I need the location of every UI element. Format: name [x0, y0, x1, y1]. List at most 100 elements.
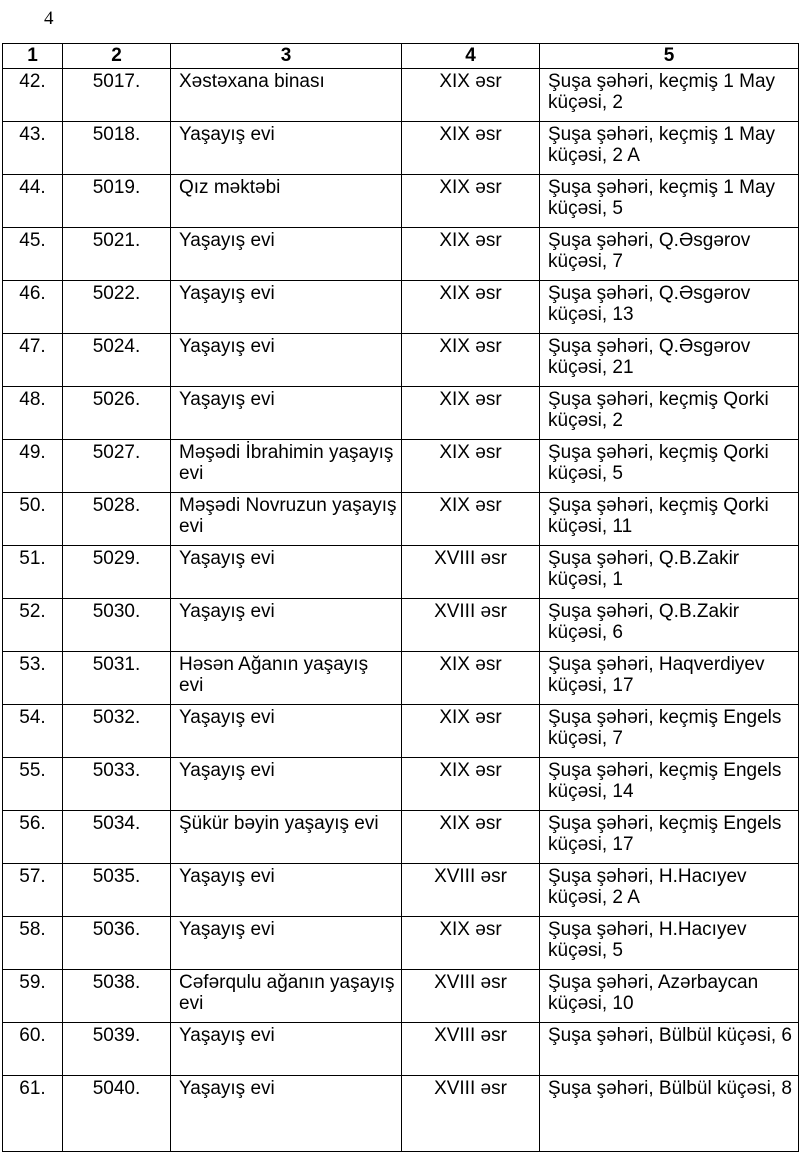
- address-cell: Şuşa şəhəri, Bülbül küçəsi, 6: [539, 1022, 799, 1076]
- registry-code-cell: 5034.: [62, 810, 171, 864]
- registry-code-cell: 5022.: [62, 280, 171, 334]
- row-number-cell: 59.: [2, 969, 63, 1023]
- row-number-cell: 43.: [2, 121, 63, 175]
- table-row: 48. 5026. Yaşayış evi XIX əsr Şuşa şəhəri, k…: [2, 386, 799, 440]
- row-number-cell: 48.: [2, 386, 63, 440]
- registry-code-cell: 5036.: [62, 916, 171, 970]
- table-row: 43. 5018. Yaşayış evi XIX əsr Şuşa şəhəri, k…: [2, 121, 799, 175]
- column-header: 1: [2, 43, 63, 69]
- registry-code-cell: 5017.: [62, 68, 171, 122]
- monument-name-cell: Məşədi Novruzun yaşayış evi: [170, 492, 402, 546]
- table-row: 60. 5039. Yaşayış evi XVIII əsr Şuşa şəhəri,…: [2, 1022, 799, 1076]
- table-row: 50. 5028. Məşədi Novruzun yaşayış evi XIX ə…: [2, 492, 799, 546]
- monument-name-cell: Yaşayış evi: [170, 704, 402, 758]
- monument-name-cell: Yaşayış evi: [170, 1075, 402, 1152]
- page-number: 4: [44, 8, 54, 29]
- registry-code-cell: 5032.: [62, 704, 171, 758]
- address-cell: Şuşa şəhəri, keçmiş 1 May küçəsi, 2 A: [539, 121, 799, 175]
- address-cell: Şuşa şəhəri, Q.Əsgərov küçəsi, 7: [539, 227, 799, 281]
- monument-name-cell: Şükür bəyin yaşayış evi: [170, 810, 402, 864]
- row-number-cell: 54.: [2, 704, 63, 758]
- row-number-cell: 61.: [2, 1075, 63, 1152]
- table-row: 45. 5021. Yaşayış evi XIX əsr Şuşa şəhəri, Q…: [2, 227, 799, 281]
- monument-name-cell: Yaşayış evi: [170, 916, 402, 970]
- monument-name-cell: Cəfərqulu ağanın yaşayış evi: [170, 969, 402, 1023]
- table-row: 46. 5022. Yaşayış evi XIX əsr Şuşa şəhəri, Q…: [2, 280, 799, 334]
- row-number-cell: 56.: [2, 810, 63, 864]
- table-row: 42. 5017. Xəstəxana binası XIX əsr Şuşa şəhə…: [2, 68, 799, 122]
- table-row: 53. 5031. Həsən Ağanın yaşayış evi XIX əsr Ş…: [2, 651, 799, 705]
- period-cell: XIX əsr: [401, 280, 540, 334]
- registry-code-cell: 5038.: [62, 969, 171, 1023]
- address-cell: Şuşa şəhəri, H.Hacıyev küçəsi, 5: [539, 916, 799, 970]
- period-cell: XIX əsr: [401, 386, 540, 440]
- address-cell: Şuşa şəhəri, Q.B.Zakir küçəsi, 6: [539, 598, 799, 652]
- row-number-cell: 55.: [2, 757, 63, 811]
- address-cell: Şuşa şəhəri, keçmiş 1 May küçəsi, 5: [539, 174, 799, 228]
- row-number-cell: 44.: [2, 174, 63, 228]
- table-row: 54. 5032. Yaşayış evi XIX əsr Şuşa şəhəri, k…: [2, 704, 799, 758]
- address-cell: Şuşa şəhəri, Q.Əsgərov küçəsi, 21: [539, 333, 799, 387]
- row-number-cell: 49.: [2, 439, 63, 493]
- monument-name-cell: Yaşayış evi: [170, 227, 402, 281]
- table-row: 61. 5040. Yaşayış evi XVIII əsr Şuşa şəhəri,…: [2, 1075, 799, 1152]
- table-row: 47. 5024. Yaşayış evi XIX əsr Şuşa şəhəri, Q…: [2, 333, 799, 387]
- address-cell: Şuşa şəhəri, keçmiş Engels küçəsi, 7: [539, 704, 799, 758]
- period-cell: XVIII əsr: [401, 545, 540, 599]
- registry-code-cell: 5026.: [62, 386, 171, 440]
- address-cell: Şuşa şəhəri, Bülbül küçəsi, 8: [539, 1075, 799, 1152]
- registry-code-cell: 5027.: [62, 439, 171, 493]
- monument-name-cell: Yaşayış evi: [170, 280, 402, 334]
- monument-name-cell: Məşədi İbrahimin yaşayış evi: [170, 439, 402, 493]
- registry-code-cell: 5021.: [62, 227, 171, 281]
- column-header: 3: [170, 43, 402, 69]
- period-cell: XIX əsr: [401, 492, 540, 546]
- monument-name-cell: Yaşayış evi: [170, 386, 402, 440]
- monuments-table: 1 2 3 4 5 42. 5017. Xəstəxana binası XIX əs…: [2, 43, 799, 1152]
- row-number-cell: 53.: [2, 651, 63, 705]
- row-number-cell: 50.: [2, 492, 63, 546]
- address-cell: Şuşa şəhəri, keçmiş Qorki küçəsi, 11: [539, 492, 799, 546]
- table-row: 59. 5038. Cəfərqulu ağanın yaşayış evi XVII…: [2, 969, 799, 1023]
- registry-code-cell: 5035.: [62, 863, 171, 917]
- period-cell: XIX əsr: [401, 227, 540, 281]
- period-cell: XIX əsr: [401, 174, 540, 228]
- registry-code-cell: 5033.: [62, 757, 171, 811]
- registry-code-cell: 5040.: [62, 1075, 171, 1152]
- address-cell: Şuşa şəhəri, Haqverdiyev küçəsi, 17: [539, 651, 799, 705]
- row-number-cell: 52.: [2, 598, 63, 652]
- monument-name-cell: Yaşayış evi: [170, 757, 402, 811]
- registry-code-cell: 5019.: [62, 174, 171, 228]
- registry-code-cell: 5024.: [62, 333, 171, 387]
- table-row: 56. 5034. Şükür bəyin yaşayış evi XIX əsr Şu…: [2, 810, 799, 864]
- address-cell: Şuşa şəhəri, keçmiş Qorki küçəsi, 2: [539, 386, 799, 440]
- period-cell: XVIII əsr: [401, 598, 540, 652]
- monument-name-cell: Yaşayış evi: [170, 545, 402, 599]
- row-number-cell: 46.: [2, 280, 63, 334]
- registry-code-cell: 5031.: [62, 651, 171, 705]
- table-row: 44. 5019. Qız məktəbi XIX əsr Şuşa şəhəri, k…: [2, 174, 799, 228]
- table-row: 52. 5030. Yaşayış evi XVIII əsr Şuşa şəhəri,…: [2, 598, 799, 652]
- period-cell: XIX əsr: [401, 439, 540, 493]
- column-header: 2: [62, 43, 171, 69]
- monument-name-cell: Yaşayış evi: [170, 863, 402, 917]
- column-header: 5: [539, 43, 799, 69]
- registry-code-cell: 5028.: [62, 492, 171, 546]
- registry-code-cell: 5030.: [62, 598, 171, 652]
- monument-name-cell: Qız məktəbi: [170, 174, 402, 228]
- period-cell: XVIII əsr: [401, 969, 540, 1023]
- monument-name-cell: Yaşayış evi: [170, 121, 402, 175]
- period-cell: XIX əsr: [401, 333, 540, 387]
- address-cell: Şuşa şəhəri, keçmiş 1 May küçəsi, 2: [539, 68, 799, 122]
- monument-name-cell: Yaşayış evi: [170, 333, 402, 387]
- address-cell: Şuşa şəhəri, keçmiş Engels küçəsi, 17: [539, 810, 799, 864]
- table-row: 51. 5029. Yaşayış evi XVIII əsr Şuşa şəhəri,…: [2, 545, 799, 599]
- period-cell: XVIII əsr: [401, 1022, 540, 1076]
- row-number-cell: 58.: [2, 916, 63, 970]
- row-number-cell: 42.: [2, 68, 63, 122]
- period-cell: XIX əsr: [401, 704, 540, 758]
- address-cell: Şuşa şəhəri, H.Hacıyev küçəsi, 2 A: [539, 863, 799, 917]
- table-row: 57. 5035. Yaşayış evi XVIII əsr Şuşa şəhəri,…: [2, 863, 799, 917]
- registry-code-cell: 5018.: [62, 121, 171, 175]
- table-row: 58. 5036. Yaşayış evi XIX əsr Şuşa şəhəri, H…: [2, 916, 799, 970]
